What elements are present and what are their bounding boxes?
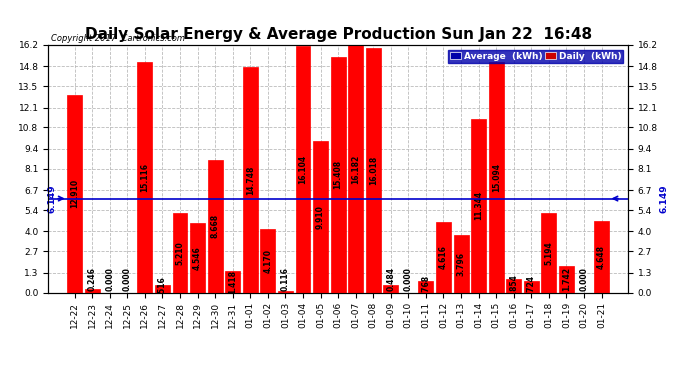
Text: 16.182: 16.182 <box>351 154 360 183</box>
Bar <box>155 285 170 292</box>
Bar <box>453 234 469 292</box>
Bar <box>559 266 574 292</box>
Bar <box>489 62 504 292</box>
Text: 1.418: 1.418 <box>228 270 237 294</box>
Text: 0.768: 0.768 <box>422 274 431 299</box>
Text: 15.094: 15.094 <box>492 163 501 192</box>
Text: 16.018: 16.018 <box>368 156 377 185</box>
Title: Daily Solar Energy & Average Production Sun Jan 22  16:48: Daily Solar Energy & Average Production … <box>85 27 591 42</box>
Text: 14.748: 14.748 <box>246 165 255 195</box>
Text: 0.724: 0.724 <box>526 275 536 299</box>
Bar <box>85 289 99 292</box>
Bar <box>384 285 398 292</box>
Bar <box>190 223 205 292</box>
Text: 4.546: 4.546 <box>193 246 202 270</box>
Text: 0.516: 0.516 <box>158 277 167 300</box>
Bar <box>524 282 539 292</box>
Text: 0.484: 0.484 <box>386 267 395 291</box>
Text: 0.000: 0.000 <box>106 267 115 291</box>
Text: 6.149: 6.149 <box>660 184 669 213</box>
Text: 11.344: 11.344 <box>474 191 483 220</box>
Legend: Average  (kWh), Daily  (kWh): Average (kWh), Daily (kWh) <box>448 50 623 63</box>
Text: 0.000: 0.000 <box>123 267 132 291</box>
Bar <box>348 45 363 292</box>
Text: 0.000: 0.000 <box>404 267 413 291</box>
Text: 4.616: 4.616 <box>439 245 448 269</box>
Text: 3.796: 3.796 <box>457 252 466 276</box>
Bar <box>594 222 609 292</box>
Bar <box>260 229 275 292</box>
Bar <box>418 281 433 292</box>
Bar <box>172 213 188 292</box>
Text: 15.116: 15.116 <box>140 162 150 192</box>
Bar <box>313 141 328 292</box>
Text: 4.170: 4.170 <box>264 249 273 273</box>
Text: 6.149: 6.149 <box>48 184 57 213</box>
Text: 0.116: 0.116 <box>281 267 290 291</box>
Text: Copyright 2017  Cartronics.com: Copyright 2017 Cartronics.com <box>51 33 185 42</box>
Text: 8.668: 8.668 <box>210 214 219 238</box>
Bar <box>225 271 240 292</box>
Text: 9.910: 9.910 <box>316 205 325 229</box>
Text: 16.104: 16.104 <box>299 155 308 184</box>
Text: 0.000: 0.000 <box>580 267 589 291</box>
Bar <box>243 67 258 292</box>
Bar <box>137 62 152 292</box>
Bar <box>295 46 310 292</box>
Bar <box>208 160 223 292</box>
Bar <box>506 279 521 292</box>
Text: 0.246: 0.246 <box>88 267 97 291</box>
Bar <box>67 95 82 292</box>
Text: 1.742: 1.742 <box>562 267 571 291</box>
Text: 0.854: 0.854 <box>509 274 518 298</box>
Bar <box>436 222 451 292</box>
Bar <box>542 213 556 292</box>
Bar <box>331 57 346 292</box>
Text: 5.210: 5.210 <box>175 241 184 265</box>
Bar <box>366 48 381 292</box>
Bar <box>278 291 293 292</box>
Text: 15.408: 15.408 <box>333 160 343 189</box>
Bar <box>471 119 486 292</box>
Text: 5.194: 5.194 <box>544 241 553 265</box>
Text: 12.910: 12.910 <box>70 179 79 209</box>
Text: 4.648: 4.648 <box>597 245 606 269</box>
